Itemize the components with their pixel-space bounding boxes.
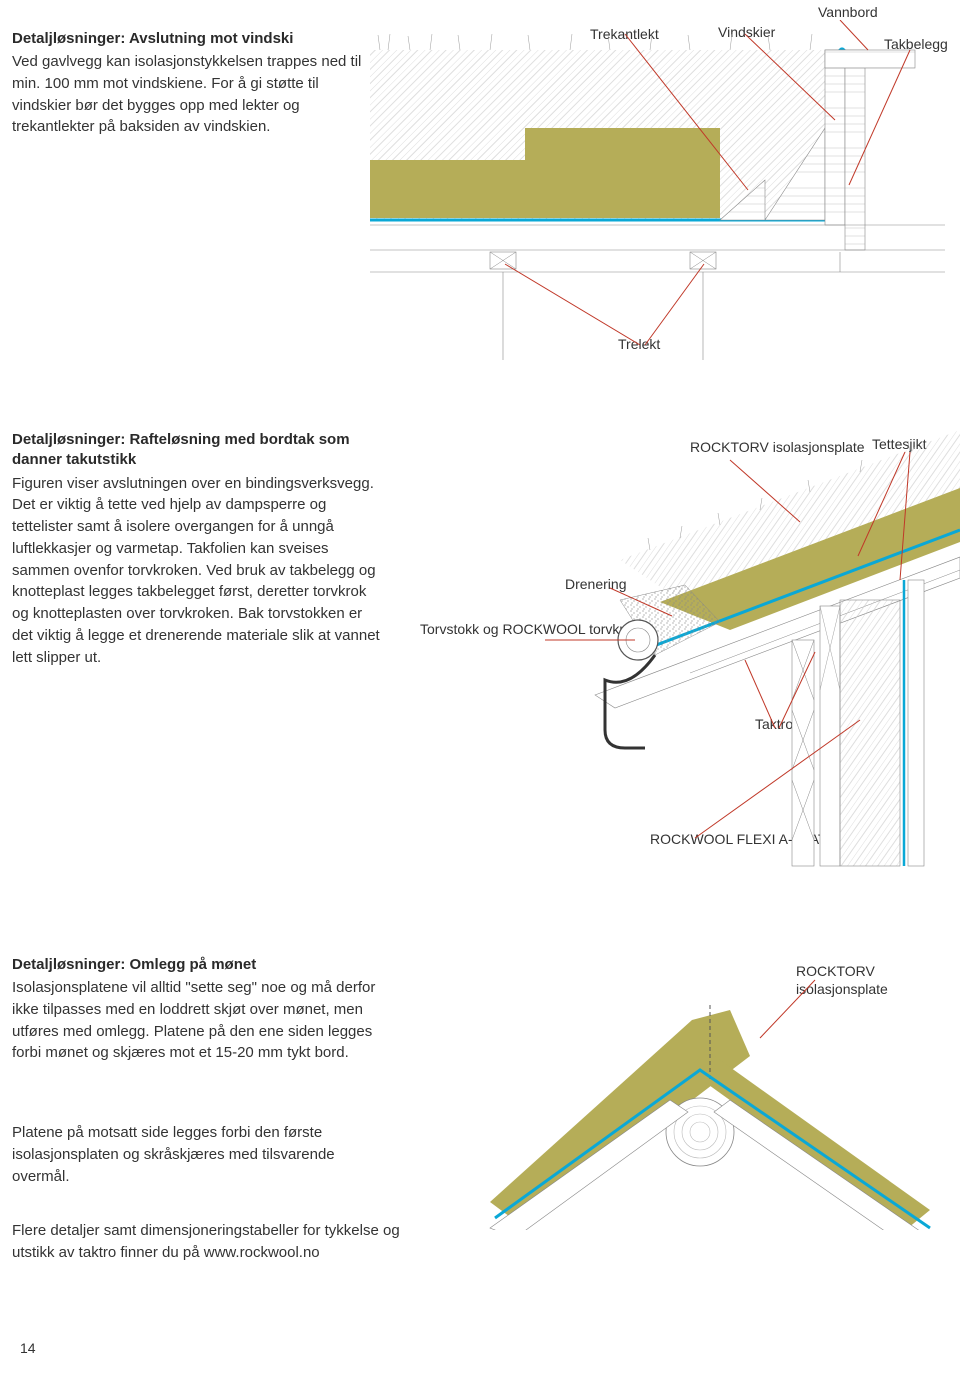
section1-body: Ved gavlvegg kan isolasjonstykkelsen tra… — [12, 51, 362, 138]
label-vannbord: Vannbord — [818, 4, 878, 22]
figure3 — [430, 950, 950, 1230]
page-number: 14 — [20, 1340, 36, 1356]
section3-body3: Flere detaljer samt dimensjoneringstabel… — [12, 1220, 432, 1264]
section3-body1: Isolasjonsplatene vil alltid "sette seg"… — [12, 977, 382, 1064]
figure1 — [370, 20, 950, 380]
page-root: Detaljløsninger: Avslutning mot vindski … — [0, 0, 960, 1376]
section2-body: Figuren viser avslutningen over en bindi… — [12, 473, 382, 669]
section2-text: Detaljløsninger: Rafteløsning med bordta… — [12, 430, 382, 668]
figure2 — [420, 430, 960, 870]
section1-text: Detaljløsninger: Avslutning mot vindski … — [12, 28, 362, 138]
section1-title: Detaljløsninger: Avslutning mot vindski — [12, 28, 362, 49]
section2-title: Detaljløsninger: Rafteløsning med bordta… — [12, 430, 382, 471]
section3-text1: Detaljløsninger: Omlegg på mønet Isolasj… — [12, 954, 382, 1064]
section3-body2: Platene på motsatt side legges forbi den… — [12, 1122, 392, 1187]
section3-title: Detaljløsninger: Omlegg på mønet — [12, 954, 382, 975]
